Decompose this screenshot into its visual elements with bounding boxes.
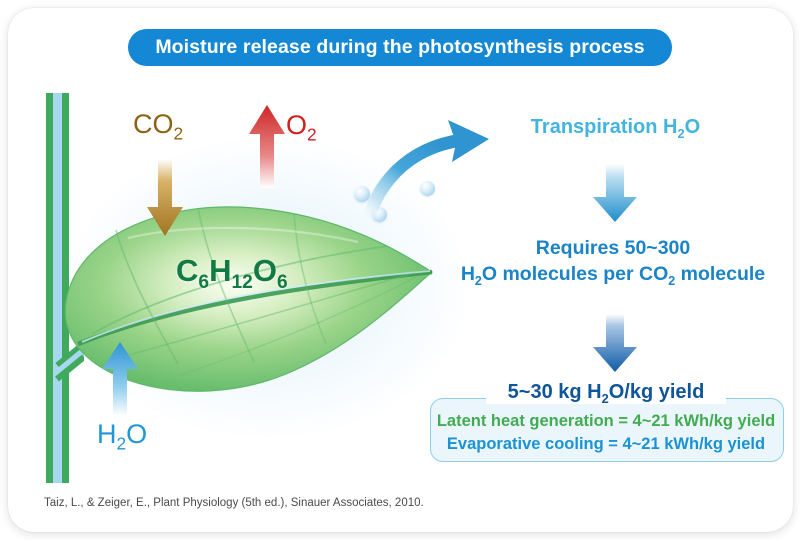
co2-label-sub: 2 <box>173 123 184 144</box>
diagram-card: Moisture release during the photosynthes… <box>8 8 793 532</box>
evaporative-cooling-line: Evaporative cooling = 4~21 kWh/kg yield <box>446 435 766 453</box>
co2-down-arrow-icon <box>147 159 183 236</box>
transpiration-sub: 2 <box>677 126 685 141</box>
formula-o-sub: 6 <box>276 272 288 294</box>
transpiration-label: Transpiration H2O <box>448 116 783 141</box>
requires-h-sub: 2 <box>474 273 482 288</box>
yield-heading-part2: O/kg yield <box>608 381 705 403</box>
yield-heading: 5~30 kg H2O/kg yield <box>430 381 782 406</box>
flow-down-arrow-2-icon <box>593 314 637 372</box>
h2o-label-main: H <box>97 419 117 449</box>
yield-heading-sub: 2 <box>601 391 609 406</box>
h2o-label-tail: O <box>126 419 148 449</box>
yield-box <box>430 398 784 462</box>
co2-label: CO2 <box>133 109 183 144</box>
requires-co2-sub: 2 <box>668 273 676 288</box>
o2-label: O2 <box>286 110 317 145</box>
leaf-icon <box>64 206 434 392</box>
transpiration-tail: O <box>684 116 701 138</box>
requires-tail: molecule <box>675 262 766 285</box>
o2-label-sub: 2 <box>307 124 317 145</box>
h2o-label: H2O <box>97 419 147 454</box>
citation: Taiz, L., & Zeiger, E., Plant Physiology… <box>44 497 424 509</box>
latent-heat-line: Latent heat generation = 4~21 kWh/kg yie… <box>436 412 776 430</box>
requires-mid: O molecules per CO <box>481 262 669 285</box>
glucose-formula: C6H12O6 <box>176 253 288 294</box>
page-title: Moisture release during the photosynthes… <box>155 36 645 58</box>
o2-label-main: O <box>286 110 308 140</box>
formula-o: O <box>252 253 277 288</box>
h2o-label-sub: 2 <box>116 433 127 454</box>
requires-line-1: Requires 50~300 <box>535 237 691 259</box>
requires-h: H <box>460 262 475 285</box>
yield-heading-part1: 5~30 kg H <box>507 381 602 403</box>
plant-stem-icon <box>46 93 84 483</box>
water-droplet <box>420 181 435 196</box>
transpiration-text: Transpiration H <box>530 116 678 138</box>
requires-text: Requires 50~300 H2O molecules per CO2 mo… <box>433 236 793 289</box>
formula-c: C <box>176 253 199 288</box>
requires-line-2: H2O molecules per CO2 molecule <box>433 262 793 289</box>
yield-heading-backdrop <box>486 384 726 404</box>
title-pill: Moisture release during the photosynthes… <box>128 29 672 66</box>
formula-h-sub: 12 <box>231 272 253 294</box>
transpiration-curved-arrow-icon <box>359 120 489 232</box>
flow-down-arrow-1-icon <box>593 164 637 222</box>
co2-label-main: CO <box>133 109 174 139</box>
formula-c-sub: 6 <box>198 272 210 294</box>
h2o-up-arrow-icon <box>102 342 138 416</box>
o2-up-arrow-icon <box>249 105 285 188</box>
formula-h: H <box>209 253 232 288</box>
water-droplet <box>354 186 370 202</box>
